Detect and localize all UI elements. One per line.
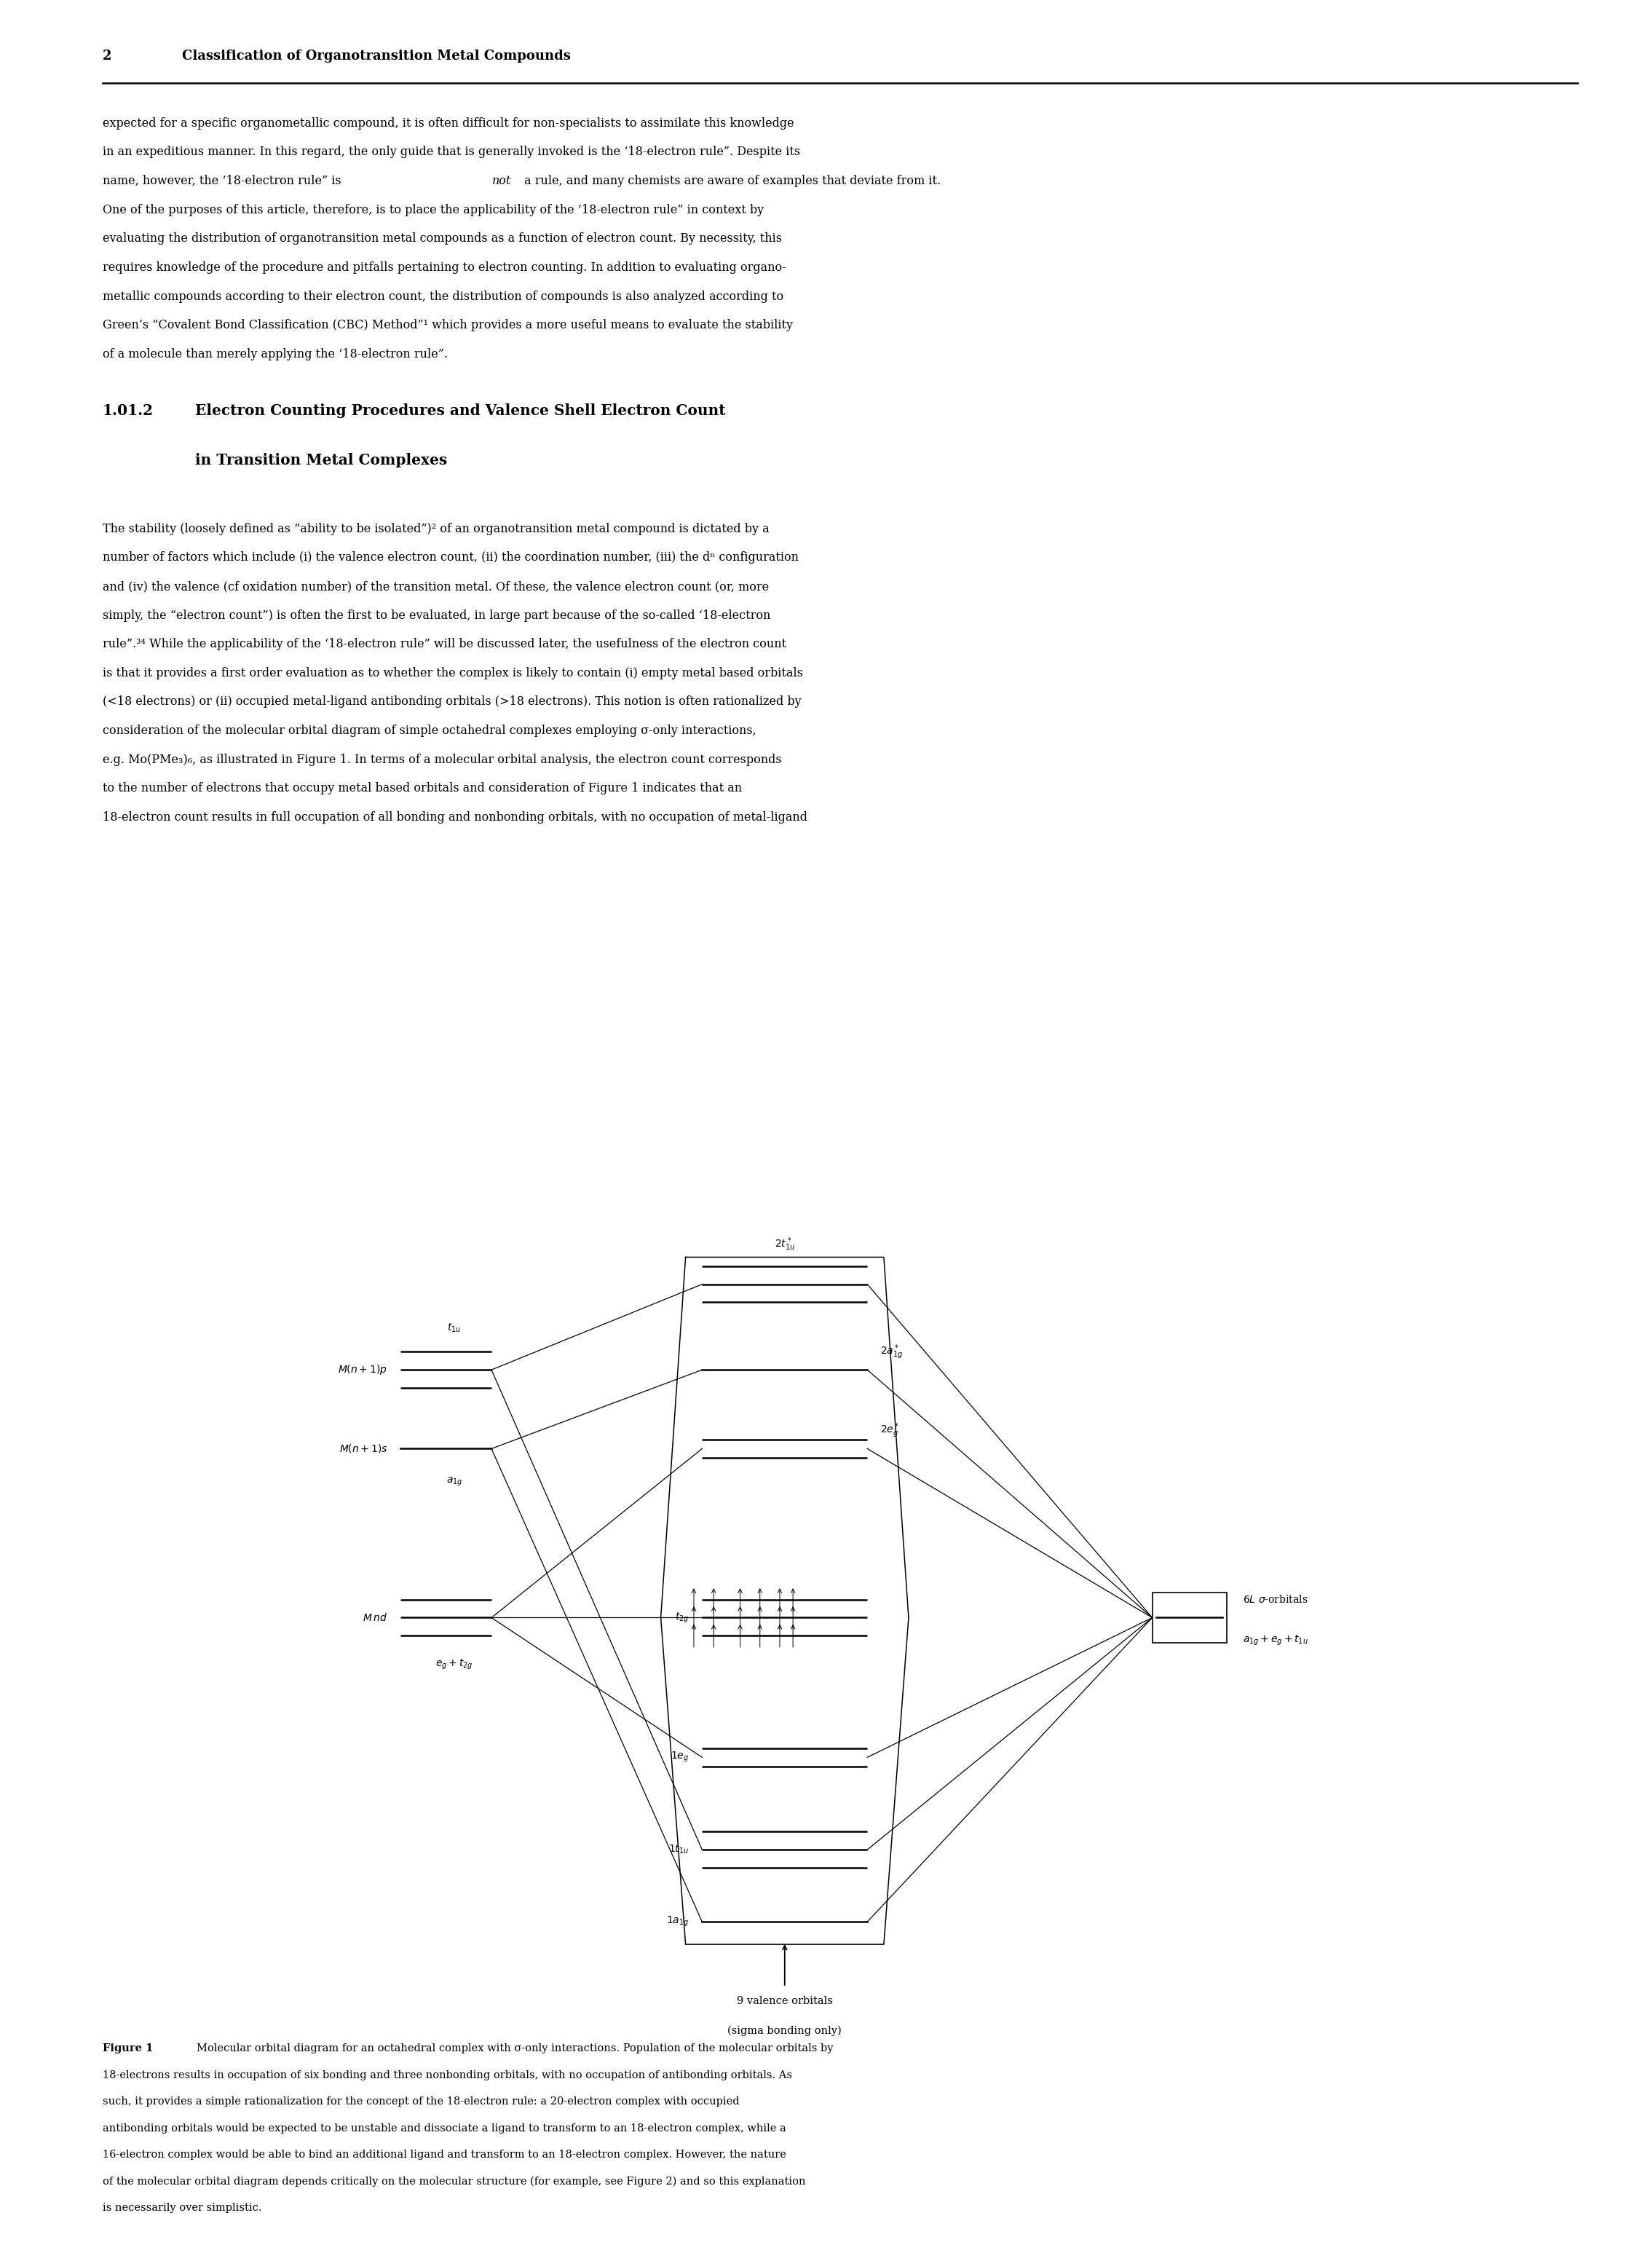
- Text: simply, the “electron count”) is often the first to be evaluated, in large part : simply, the “electron count”) is often t…: [102, 608, 770, 622]
- Text: One of the purposes of this article, therefore, is to place the applicability of: One of the purposes of this article, the…: [102, 203, 763, 216]
- Text: is necessarily over simplistic.: is necessarily over simplistic.: [102, 2203, 261, 2212]
- Text: $a_{1g}$: $a_{1g}$: [446, 1476, 463, 1487]
- Text: $1a_{1g}$: $1a_{1g}$: [666, 1915, 689, 1929]
- Text: rule”.³⁴ While the applicability of the ‘18-electron rule” will be discussed lat: rule”.³⁴ While the applicability of the …: [102, 638, 786, 651]
- Text: number of factors which include (i) the valence electron count, (ii) the coordin: number of factors which include (i) the …: [102, 552, 798, 563]
- Text: $2t_{1u}^*$: $2t_{1u}^*$: [775, 1237, 795, 1253]
- Text: of the molecular orbital diagram depends critically on the molecular structure (: of the molecular orbital diagram depends…: [102, 2176, 806, 2188]
- Text: 2: 2: [102, 50, 112, 63]
- Text: $e_g + t_{2g}$: $e_g + t_{2g}$: [436, 1658, 472, 1672]
- Text: 9 valence orbitals: 9 valence orbitals: [737, 1996, 833, 2007]
- Text: metallic compounds according to their electron count, the distribution of compou: metallic compounds according to their el…: [102, 291, 783, 302]
- Text: e.g. Mo(PMe₃)₆, as illustrated in Figure 1. In terms of a molecular orbital anal: e.g. Mo(PMe₃)₆, as illustrated in Figure…: [102, 753, 781, 766]
- Text: $a_{1g}+e_g+t_{1u}$: $a_{1g}+e_g+t_{1u}$: [1242, 1633, 1308, 1647]
- Text: such, it provides a simple rationalization for the concept of the 18-electron ru: such, it provides a simple rationalizati…: [102, 2098, 738, 2107]
- Text: $2a_{1g}^*$: $2a_{1g}^*$: [881, 1343, 904, 1361]
- Text: $1t_{1u}$: $1t_{1u}$: [669, 1843, 689, 1856]
- Text: $M(n+1)s$: $M(n+1)s$: [339, 1442, 387, 1455]
- Text: 18-electrons results in occupation of six bonding and three nonbonding orbitals,: 18-electrons results in occupation of si…: [102, 2071, 791, 2080]
- Text: $6L\ \sigma$-orbitals: $6L\ \sigma$-orbitals: [1242, 1595, 1308, 1604]
- Text: to the number of electrons that occupy metal based orbitals and consideration of: to the number of electrons that occupy m…: [102, 782, 742, 795]
- Text: a rule, and many chemists are aware of examples that deviate from it.: a rule, and many chemists are aware of e…: [520, 176, 940, 187]
- Bar: [1153, 1593, 1226, 1642]
- Text: in an expeditious manner. In this regard, the only guide that is generally invok: in an expeditious manner. In this regard…: [102, 146, 800, 158]
- Text: 18-electron count results in full occupation of all bonding and nonbonding orbit: 18-electron count results in full occupa…: [102, 811, 808, 822]
- Text: evaluating the distribution of organotransition metal compounds as a function of: evaluating the distribution of organotra…: [102, 232, 781, 246]
- Text: Molecular orbital diagram for an octahedral complex with σ-only interactions. Po: Molecular orbital diagram for an octahed…: [197, 2043, 833, 2055]
- Text: Classification of Organotransition Metal Compounds: Classification of Organotransition Metal…: [182, 50, 570, 63]
- Text: in Transition Metal Complexes: in Transition Metal Complexes: [195, 453, 448, 466]
- Text: expected for a specific organometallic compound, it is often difficult for non-s: expected for a specific organometallic c…: [102, 117, 795, 128]
- Text: not: not: [492, 176, 510, 187]
- Text: Figure 1: Figure 1: [102, 2043, 154, 2055]
- Text: of a molecule than merely applying the ‘18-electron rule”.: of a molecule than merely applying the ‘…: [102, 347, 448, 360]
- Text: antibonding orbitals would be expected to be unstable and dissociate a ligand to: antibonding orbitals would be expected t…: [102, 2122, 786, 2134]
- Text: 1.01.2: 1.01.2: [102, 403, 154, 417]
- Text: Green’s “Covalent Bond Classification (CBC) Method”¹ which provides a more usefu: Green’s “Covalent Bond Classification (C…: [102, 320, 793, 331]
- Text: $1e_g$: $1e_g$: [671, 1751, 689, 1764]
- Text: $2e_g^*$: $2e_g^*$: [881, 1422, 900, 1440]
- Text: $t_{1u}$: $t_{1u}$: [448, 1323, 461, 1334]
- Text: (<18 electrons) or (ii) occupied metal-ligand antibonding orbitals (>18 electron: (<18 electrons) or (ii) occupied metal-l…: [102, 696, 801, 707]
- Text: name, however, the ‘18-electron rule” is: name, however, the ‘18-electron rule” is: [102, 176, 345, 187]
- Text: 16-electron complex would be able to bind an additional ligand and transform to : 16-electron complex would be able to bin…: [102, 2149, 786, 2161]
- Text: requires knowledge of the procedure and pitfalls pertaining to electron counting: requires knowledge of the procedure and …: [102, 261, 786, 273]
- Text: Electron Counting Procedures and Valence Shell Electron Count: Electron Counting Procedures and Valence…: [195, 403, 725, 417]
- Text: consideration of the molecular orbital diagram of simple octahedral complexes em: consideration of the molecular orbital d…: [102, 725, 757, 737]
- Text: $M\,nd$: $M\,nd$: [363, 1613, 387, 1622]
- Text: $t_{2g}$: $t_{2g}$: [674, 1611, 689, 1624]
- Text: and (iv) the valence (cf oxidation number) of the transition metal. Of these, th: and (iv) the valence (cf oxidation numbe…: [102, 581, 768, 593]
- Text: is that it provides a first order evaluation as to whether the complex is likely: is that it provides a first order evalua…: [102, 667, 803, 678]
- Text: $M(n+1)p$: $M(n+1)p$: [339, 1363, 387, 1377]
- Text: The stability (loosely defined as “ability to be isolated”)² of an organotransit: The stability (loosely defined as “abili…: [102, 523, 770, 534]
- Text: (sigma bonding only): (sigma bonding only): [727, 2025, 843, 2037]
